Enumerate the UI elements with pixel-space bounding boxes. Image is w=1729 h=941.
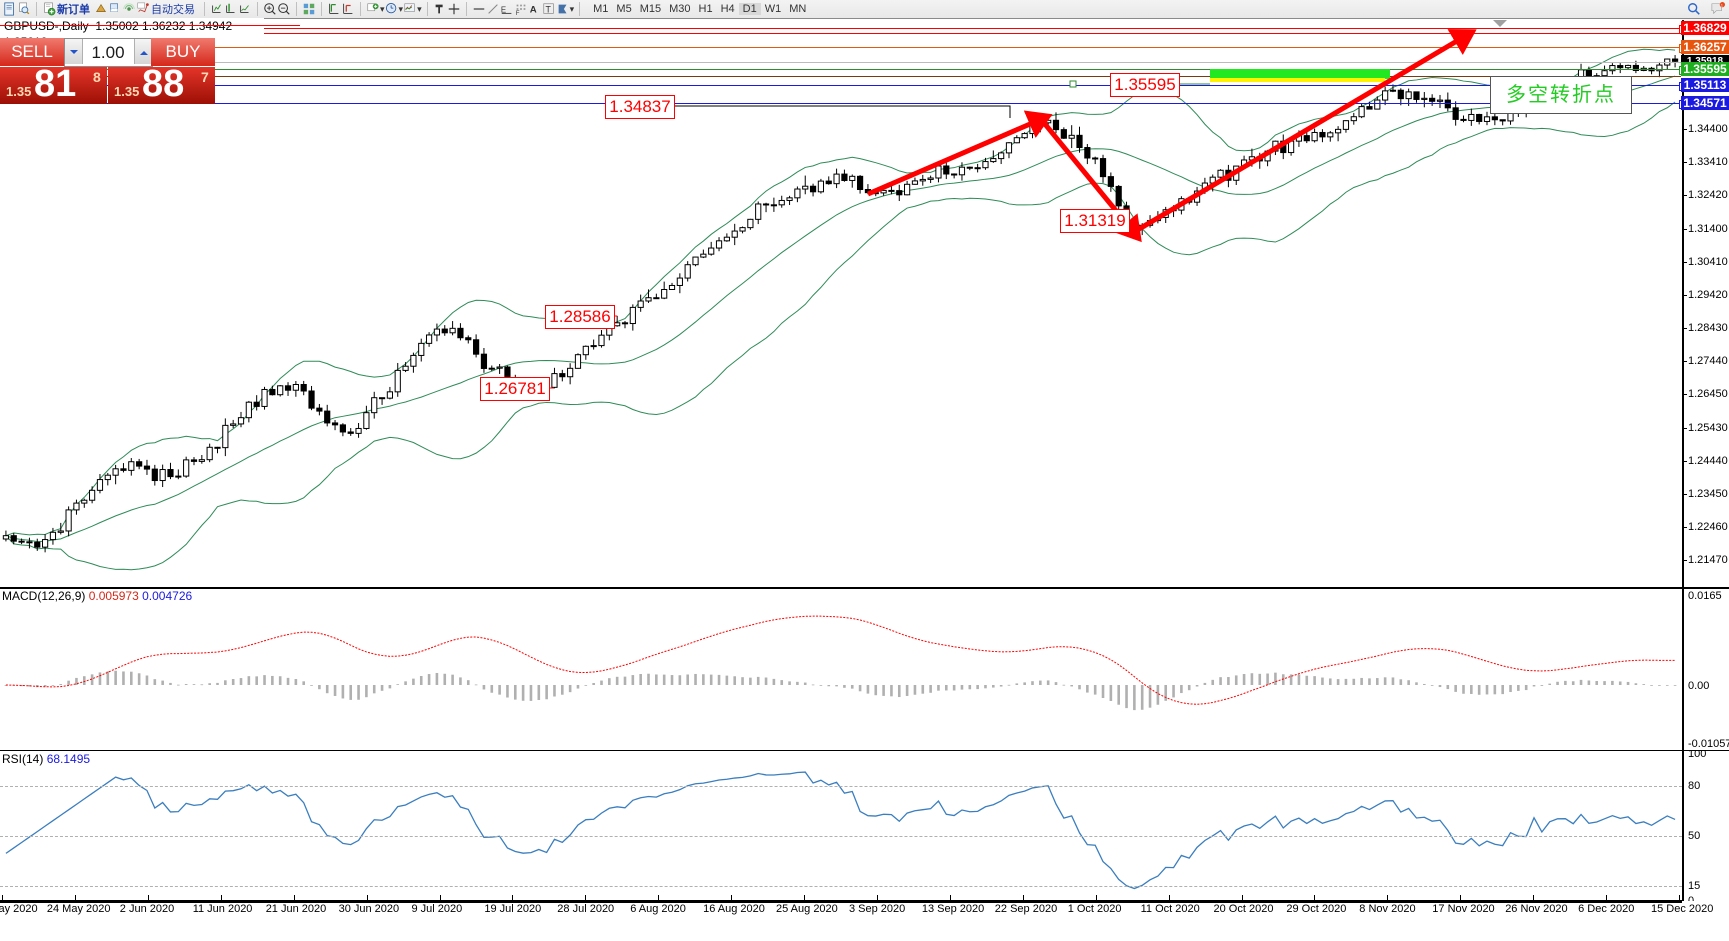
svg-text:T: T <box>545 5 551 15</box>
svg-text:F: F <box>515 10 519 16</box>
svg-text:A: A <box>529 5 536 16</box>
svg-text:1: 1 <box>1721 3 1723 7</box>
